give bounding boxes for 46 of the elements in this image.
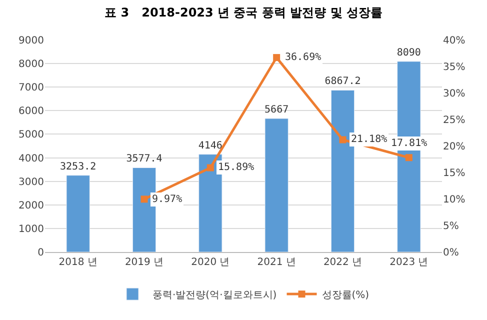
y2-tick-label: 5%	[443, 221, 459, 232]
y2-tick-label: 10%	[443, 194, 466, 206]
data-label: 36.69%	[285, 52, 322, 63]
data-label: 21.18%	[351, 134, 388, 145]
y2-tick-label: 0%	[443, 248, 459, 258]
x-tick-label: 2019 년	[124, 257, 164, 268]
point	[339, 136, 346, 144]
y-tick-label: 8000	[18, 59, 44, 70]
data-label: 4146	[198, 140, 222, 152]
data-label: 9.97%	[152, 194, 182, 205]
y2-tick-label: 30%	[443, 88, 466, 100]
x-tick-label: 2021 년	[257, 257, 296, 268]
y-tick-label: 6000	[18, 106, 44, 118]
chart-title: 표 3 2018-2023 년 중국 풍력 발전량 및 성장률	[104, 5, 382, 20]
y2-tick-label: 25%	[443, 115, 466, 126]
data-label: 3577.4	[126, 154, 162, 165]
y-tick-label: 3000	[18, 176, 44, 188]
data-label: 8090	[396, 47, 421, 58]
y2-tick-label: 20%	[443, 142, 466, 152]
point	[273, 54, 280, 62]
point	[405, 154, 412, 162]
point	[206, 164, 214, 172]
data-label: 5667	[264, 104, 289, 116]
data-label: 17.81%	[391, 138, 428, 149]
x-tick-label: 2018 년	[58, 257, 98, 268]
y-tick-label: 7000	[18, 82, 44, 94]
y2-tick-label: 35%	[443, 62, 466, 73]
data-label: 15.89%	[218, 162, 254, 173]
point	[140, 196, 148, 203]
y-tick-label: 2000	[18, 200, 44, 212]
y2-tick-label: 40%	[443, 36, 466, 46]
bar	[66, 175, 90, 252]
x-tick-label: 2020 년	[191, 257, 230, 268]
y-tick-label: 0	[38, 248, 44, 258]
x-tick-label: 2022 년	[323, 257, 362, 268]
data-label: 3253.2	[60, 161, 96, 172]
y-tick-label: 9000	[18, 36, 44, 46]
data-label: 6867.2	[324, 76, 361, 88]
bar	[264, 118, 288, 252]
y2-tick-label: 15%	[443, 168, 466, 179]
y-tick-label: 4000	[18, 153, 44, 164]
legend-label: 성장률(%)	[322, 290, 370, 301]
y-tick-label: 1000	[18, 224, 44, 235]
x-tick-label: 2023 년	[390, 257, 428, 268]
legend-label: 풍력·발전량(억·킬로와트시)	[152, 290, 277, 301]
y-tick-label: 5000	[18, 130, 44, 141]
